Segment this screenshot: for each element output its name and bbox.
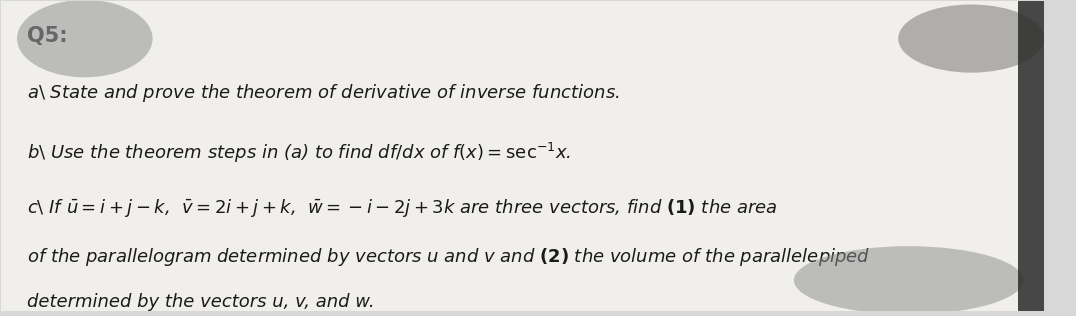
Text: $c\backslash$ If $\bar{u} = i + j - k$,  $\bar{v} = 2i + j + k$,  $\bar{w} = -i : $c\backslash$ If $\bar{u} = i + j - k$, … (28, 197, 778, 219)
Text: $a\backslash$ State and prove the theorem of derivative of inverse functions.: $a\backslash$ State and prove the theore… (28, 82, 620, 104)
FancyBboxPatch shape (1018, 1, 1044, 311)
Text: $b\backslash$ Use the theorem steps in (a) to find $df/dx$ of $f(x) = \sec^{-1}\: $b\backslash$ Use the theorem steps in (… (28, 141, 571, 165)
Text: of the parallelogram determined by vectors u and v and $\mathbf{(2)}$ the volume: of the parallelogram determined by vecto… (28, 246, 870, 268)
Ellipse shape (898, 4, 1044, 73)
Text: determined by the vectors u, v, and w.: determined by the vectors u, v, and w. (28, 293, 376, 311)
Ellipse shape (794, 246, 1023, 314)
Ellipse shape (17, 0, 153, 77)
Text: Q5:: Q5: (28, 26, 68, 46)
FancyBboxPatch shape (1, 1, 1044, 311)
